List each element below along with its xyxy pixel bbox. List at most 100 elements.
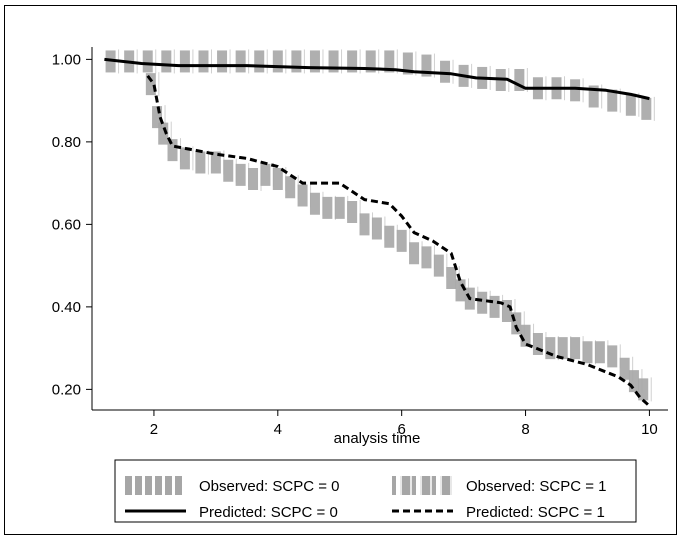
observed-marker <box>223 159 234 182</box>
observed-marker <box>477 291 488 314</box>
predicted-line-1 <box>146 74 651 408</box>
observed-marker <box>291 50 302 73</box>
observed-marker <box>501 300 512 322</box>
observed-marker <box>309 192 320 215</box>
y-tick-label: 0.40 <box>52 299 81 316</box>
plot-area <box>104 49 655 408</box>
observed-marker <box>371 217 382 240</box>
predicted-line-0 <box>104 57 650 101</box>
observed-marker <box>433 254 444 277</box>
legend-label: Predicted: SCPC = 1 <box>466 504 605 521</box>
observed-marker <box>455 279 466 302</box>
observed-marker <box>179 50 190 73</box>
observed-marker <box>217 50 228 73</box>
observed-marker <box>334 196 345 219</box>
observed-marker <box>254 50 265 73</box>
legend-swatch <box>165 476 172 495</box>
observed-marker <box>628 370 639 393</box>
observed-marker <box>195 151 206 174</box>
observed-marker <box>607 345 618 368</box>
observed-marker <box>210 151 221 174</box>
observed-marker <box>545 337 556 360</box>
x-axis: 2 4 6 8 10 <box>92 409 668 438</box>
observed-marker <box>145 73 156 96</box>
legend-swatch <box>402 476 410 495</box>
observed-marker <box>142 50 153 73</box>
observed-marker <box>511 312 522 335</box>
legend-label: Observed: SCPC = 1 <box>466 478 606 495</box>
legend-label: Observed: SCPC = 0 <box>199 478 339 495</box>
legend-swatch <box>155 476 162 495</box>
observed-marker <box>570 79 581 102</box>
observed-marker <box>158 122 169 145</box>
observed-marker <box>248 168 259 190</box>
observed-marker <box>347 201 358 223</box>
observed-marker <box>347 50 358 73</box>
legend-item: Observed: SCPC = 0 <box>125 476 339 495</box>
observed-marker <box>619 357 630 380</box>
legend-swatch <box>412 476 416 495</box>
observed-marker <box>235 50 246 73</box>
y-axis: 0.20 0.40 0.60 0.80 1.00 <box>52 47 93 410</box>
y-tick-label: 1.00 <box>52 51 81 68</box>
observed-marker <box>309 50 320 73</box>
legend-swatch <box>145 476 152 495</box>
y-tick-label: 0.20 <box>52 381 81 398</box>
observed-marker <box>421 54 432 77</box>
observed-marker <box>440 60 451 83</box>
observed-marker <box>582 341 593 364</box>
legend-item: Predicted: SCPC = 1 <box>392 504 605 521</box>
observed-marker <box>167 139 178 162</box>
chart-frame <box>4 5 677 535</box>
legend-swatch <box>125 476 132 495</box>
observed-marker <box>588 85 599 108</box>
observed-marker <box>322 196 333 219</box>
observed-marker <box>152 106 163 129</box>
observed-marker <box>570 337 581 360</box>
observed-marker <box>260 163 271 186</box>
legend-item: Observed: SCPC = 1 <box>392 476 606 495</box>
observed-series-0 <box>105 49 655 121</box>
observed-marker <box>235 163 246 186</box>
legend-swatch <box>422 476 430 495</box>
observed-marker <box>384 225 395 248</box>
observed-marker <box>446 267 457 289</box>
observed-marker <box>272 50 283 73</box>
observed-marker <box>396 229 407 252</box>
observed-marker <box>641 97 652 120</box>
legend-swatch <box>442 476 450 495</box>
observed-marker <box>409 242 420 265</box>
observed-marker <box>607 89 618 112</box>
x-tick-label: 6 <box>398 421 406 438</box>
x-tick-label: 4 <box>274 421 282 438</box>
observed-marker <box>328 50 339 73</box>
observed-marker <box>594 341 605 364</box>
legend-swatch <box>432 476 436 495</box>
x-axis-label: analysis time <box>334 430 421 447</box>
y-tick-label: 0.60 <box>52 216 81 233</box>
legend-box <box>114 459 637 523</box>
observed-marker <box>514 69 525 91</box>
observed-marker <box>557 337 568 360</box>
observed-marker <box>285 176 296 199</box>
legend: Observed: SCPC = 0 Observed: SCPC = 1 Pred… <box>114 459 637 523</box>
x-tick-label: 8 <box>521 421 529 438</box>
legend-swatch <box>392 476 396 495</box>
legend-item: Predicted: SCPC = 0 <box>125 504 338 521</box>
observed-series-1 <box>145 72 652 402</box>
legend-swatch <box>175 476 182 495</box>
observed-marker <box>489 295 500 318</box>
observed-marker <box>638 378 649 401</box>
observed-marker <box>198 50 209 73</box>
observed-marker <box>272 168 283 190</box>
observed-marker <box>365 50 376 73</box>
legend-swatch <box>135 476 142 495</box>
legend-label: Predicted: SCPC = 0 <box>199 504 338 521</box>
observed-marker <box>384 50 395 73</box>
x-tick-label: 10 <box>641 421 658 438</box>
observed-marker <box>179 147 190 170</box>
observed-marker <box>520 324 531 347</box>
observed-marker <box>161 50 172 73</box>
